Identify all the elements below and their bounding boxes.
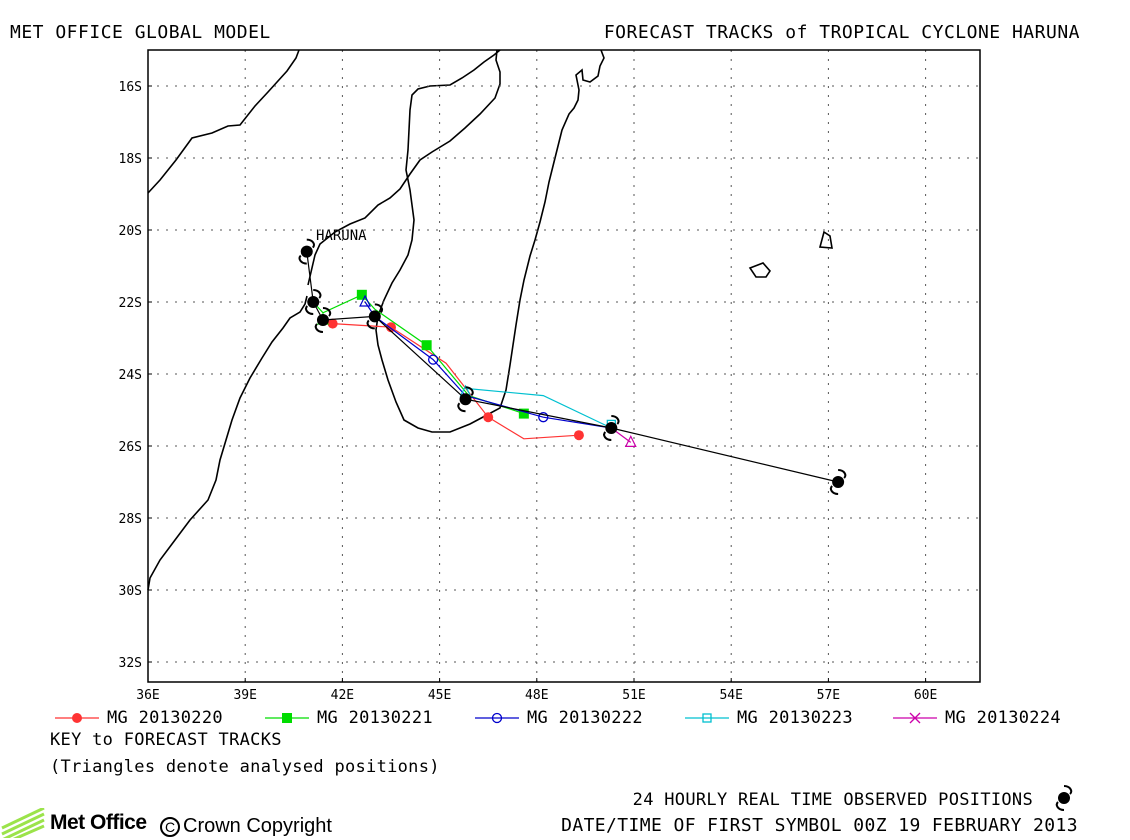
key-note: (Triangles denote analysed positions) — [50, 757, 440, 777]
legend-swatch — [475, 712, 519, 724]
track-marker — [356, 289, 367, 300]
cyclone-symbol-icon — [457, 386, 474, 413]
legend-item: MG 20130222 — [475, 708, 643, 728]
lat-tick-label: 32S — [119, 656, 142, 671]
lon-tick-label: 42E — [331, 688, 354, 703]
lon-tick-label: 57E — [817, 688, 840, 703]
legend-label: MG 20130220 — [107, 708, 223, 728]
copyright-text: Crown Copyright — [183, 815, 332, 837]
track-marker — [421, 340, 432, 351]
cyclone-symbol-icon — [314, 307, 332, 333]
legend-item: MG 20130220 — [55, 708, 223, 728]
lon-tick-label: 48E — [525, 688, 548, 703]
analysed-position-triangle — [624, 435, 637, 447]
observed-positions-label: 24 HOURLY REAL TIME OBSERVED POSITIONS — [632, 790, 1033, 810]
legend-label: MG 20130224 — [945, 708, 1061, 728]
lon-tick-label: 51E — [622, 688, 645, 703]
legend-item: MG 20130221 — [265, 708, 433, 728]
cyclone-symbol-icon — [298, 238, 315, 265]
legend-swatch — [265, 713, 309, 723]
header-left-title: MET OFFICE GLOBAL MODEL — [10, 22, 271, 43]
lon-tick-label: 60E — [914, 688, 937, 703]
first-symbol-time: DATE/TIME OF FIRST SYMBOL 00Z 19 FEBRUAR… — [561, 815, 1078, 836]
track-marker — [427, 354, 439, 365]
legend-label: MG 20130221 — [317, 708, 433, 728]
cyclone-symbol-icon — [366, 303, 383, 330]
lon-tick-label: 45E — [428, 688, 451, 703]
lat-tick-label: 16S — [119, 80, 142, 95]
mozambique-coastline-south — [147, 295, 308, 591]
observed-track-line — [306, 251, 839, 483]
forecast-track-line — [312, 294, 525, 415]
legend-swatch — [893, 712, 937, 724]
africa-coastline — [147, 49, 300, 194]
axis-tick-labels: 36E 39E 42E 45E 48E 51E 54E 57E 60E 16S 18S 20S 22S 2… — [119, 80, 938, 703]
copyright-notice: C Crown Copyright — [160, 815, 332, 838]
storm-name-label: HARUNA — [316, 228, 367, 244]
lat-tick-label: 20S — [119, 224, 142, 239]
map-grid — [148, 50, 980, 682]
legend-item: MG 20130224 — [893, 708, 1061, 728]
lon-tick-label: 39E — [233, 688, 256, 703]
map-frame — [147, 49, 981, 683]
lon-tick-label: 54E — [719, 688, 742, 703]
forecast-track-line — [364, 301, 612, 429]
observed-track — [298, 238, 847, 495]
track-marker — [573, 430, 584, 441]
analysed-position-triangle — [359, 294, 372, 307]
track-marker — [491, 712, 503, 724]
track-marker — [702, 713, 712, 723]
track-marker — [282, 713, 292, 723]
lat-tick-label: 26S — [119, 440, 142, 455]
lat-tick-label: 22S — [119, 296, 142, 311]
legend-swatch — [55, 713, 99, 723]
met-office-logo: Met Office — [0, 808, 147, 838]
cyclone-symbol-icon — [829, 469, 847, 495]
lat-tick-label: 18S — [119, 152, 142, 167]
track-marker — [72, 713, 82, 723]
legend-label: MG 20130223 — [737, 708, 853, 728]
cyclone-symbol-icon — [305, 289, 322, 315]
legend-swatch — [685, 713, 729, 723]
mozambique-coastline-north — [307, 49, 501, 286]
lat-tick-label: 28S — [119, 512, 142, 527]
met-office-logo-icon — [1, 808, 45, 838]
track-marker — [327, 318, 338, 329]
lon-tick-label: 36E — [136, 688, 159, 703]
legend-item: MG 20130223 — [685, 708, 853, 728]
mauritius-island — [818, 230, 833, 249]
cyclone-symbol-icon — [1055, 785, 1073, 811]
track-marker — [538, 412, 549, 423]
header-right-title: FORECAST TRACKS of TROPICAL CYCLONE HARU… — [603, 22, 1080, 43]
lat-tick-label: 24S — [119, 368, 142, 383]
track-marker — [483, 412, 494, 423]
reunion-island — [748, 262, 772, 278]
key-title: KEY to FORECAST TRACKS — [50, 730, 282, 750]
track-marker — [518, 408, 529, 419]
cyclone-symbol-icon — [603, 415, 620, 441]
track-marker — [909, 712, 921, 724]
forecast-track-line — [465, 387, 612, 429]
lat-tick-label: 30S — [119, 584, 142, 599]
legend-label: MG 20130222 — [527, 708, 643, 728]
madagascar-coastline — [375, 49, 605, 433]
met-office-logo-text: Met Office — [50, 811, 147, 834]
copyright-icon: C — [160, 816, 180, 837]
